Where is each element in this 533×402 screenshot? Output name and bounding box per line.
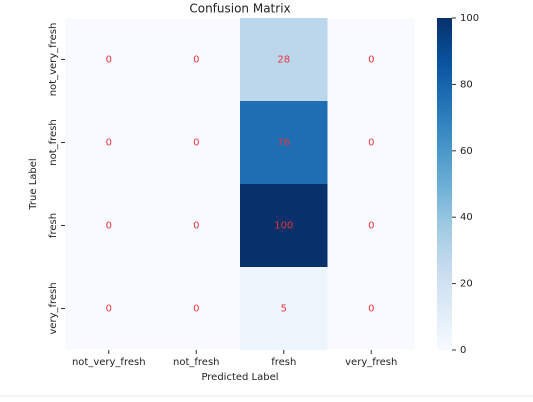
heatmap-cell bbox=[327, 18, 415, 101]
heatmap-cell bbox=[240, 18, 328, 101]
cell-annotation: 0 bbox=[106, 221, 112, 232]
cell-annotation: 76 bbox=[277, 138, 290, 149]
heatmap-cell bbox=[327, 101, 415, 184]
y-tick-label: not_very_fresh bbox=[48, 23, 59, 97]
cell-annotation: 0 bbox=[193, 304, 199, 315]
y-tick-label: very_fresh bbox=[48, 282, 59, 334]
chart-title: Confusion Matrix bbox=[189, 2, 290, 16]
colorbar-tick-label: 0 bbox=[460, 345, 466, 356]
cell-annotation: 100 bbox=[274, 221, 293, 232]
heatmap-cell bbox=[152, 18, 240, 101]
cell-annotation: 0 bbox=[106, 55, 112, 66]
heatmap-cell bbox=[327, 267, 415, 350]
colorbar-tick-label: 20 bbox=[460, 279, 473, 290]
colorbar-tick-label: 40 bbox=[460, 212, 473, 223]
cell-annotation: 5 bbox=[281, 304, 287, 315]
y-axis-label: True Label bbox=[28, 158, 39, 210]
cell-annotation: 0 bbox=[106, 304, 112, 315]
y-tick-label: not_fresh bbox=[48, 119, 59, 166]
cell-annotation: 0 bbox=[193, 138, 199, 149]
x-tick-label: not_fresh bbox=[173, 357, 220, 368]
cell-annotation: 0 bbox=[193, 221, 199, 232]
colorbar-tick-label: 80 bbox=[460, 79, 473, 90]
y-tick-label: fresh bbox=[48, 213, 59, 238]
colorbar-tick-label: 60 bbox=[460, 146, 473, 157]
heatmap-cell bbox=[240, 184, 328, 267]
cell-annotation: 0 bbox=[193, 55, 199, 66]
heatmap-cell bbox=[65, 18, 153, 101]
colorbar-tick-label: 100 bbox=[460, 13, 479, 24]
cell-annotation: 0 bbox=[368, 138, 374, 149]
x-tick-label: not_very_fresh bbox=[72, 357, 146, 368]
cell-annotation: 28 bbox=[277, 55, 290, 66]
heatmap-cell bbox=[152, 101, 240, 184]
heatmap-cell bbox=[240, 267, 328, 350]
cell-annotation: 0 bbox=[368, 304, 374, 315]
x-tick-label: very_fresh bbox=[345, 357, 397, 368]
heatmap-cell bbox=[65, 101, 153, 184]
heatmap-cell bbox=[240, 101, 328, 184]
heatmap-cell bbox=[65, 267, 153, 350]
cell-annotation: 0 bbox=[106, 138, 112, 149]
cell-annotation: 0 bbox=[368, 55, 374, 66]
x-tick-label: fresh bbox=[271, 357, 296, 368]
heatmap-cell bbox=[327, 184, 415, 267]
cell-annotation: 0 bbox=[368, 221, 374, 232]
heatmap-cell bbox=[152, 267, 240, 350]
heatmap-cell bbox=[152, 184, 240, 267]
heatmap-cell bbox=[65, 184, 153, 267]
colorbar bbox=[437, 18, 452, 350]
x-axis-label: Predicted Label bbox=[201, 372, 278, 383]
